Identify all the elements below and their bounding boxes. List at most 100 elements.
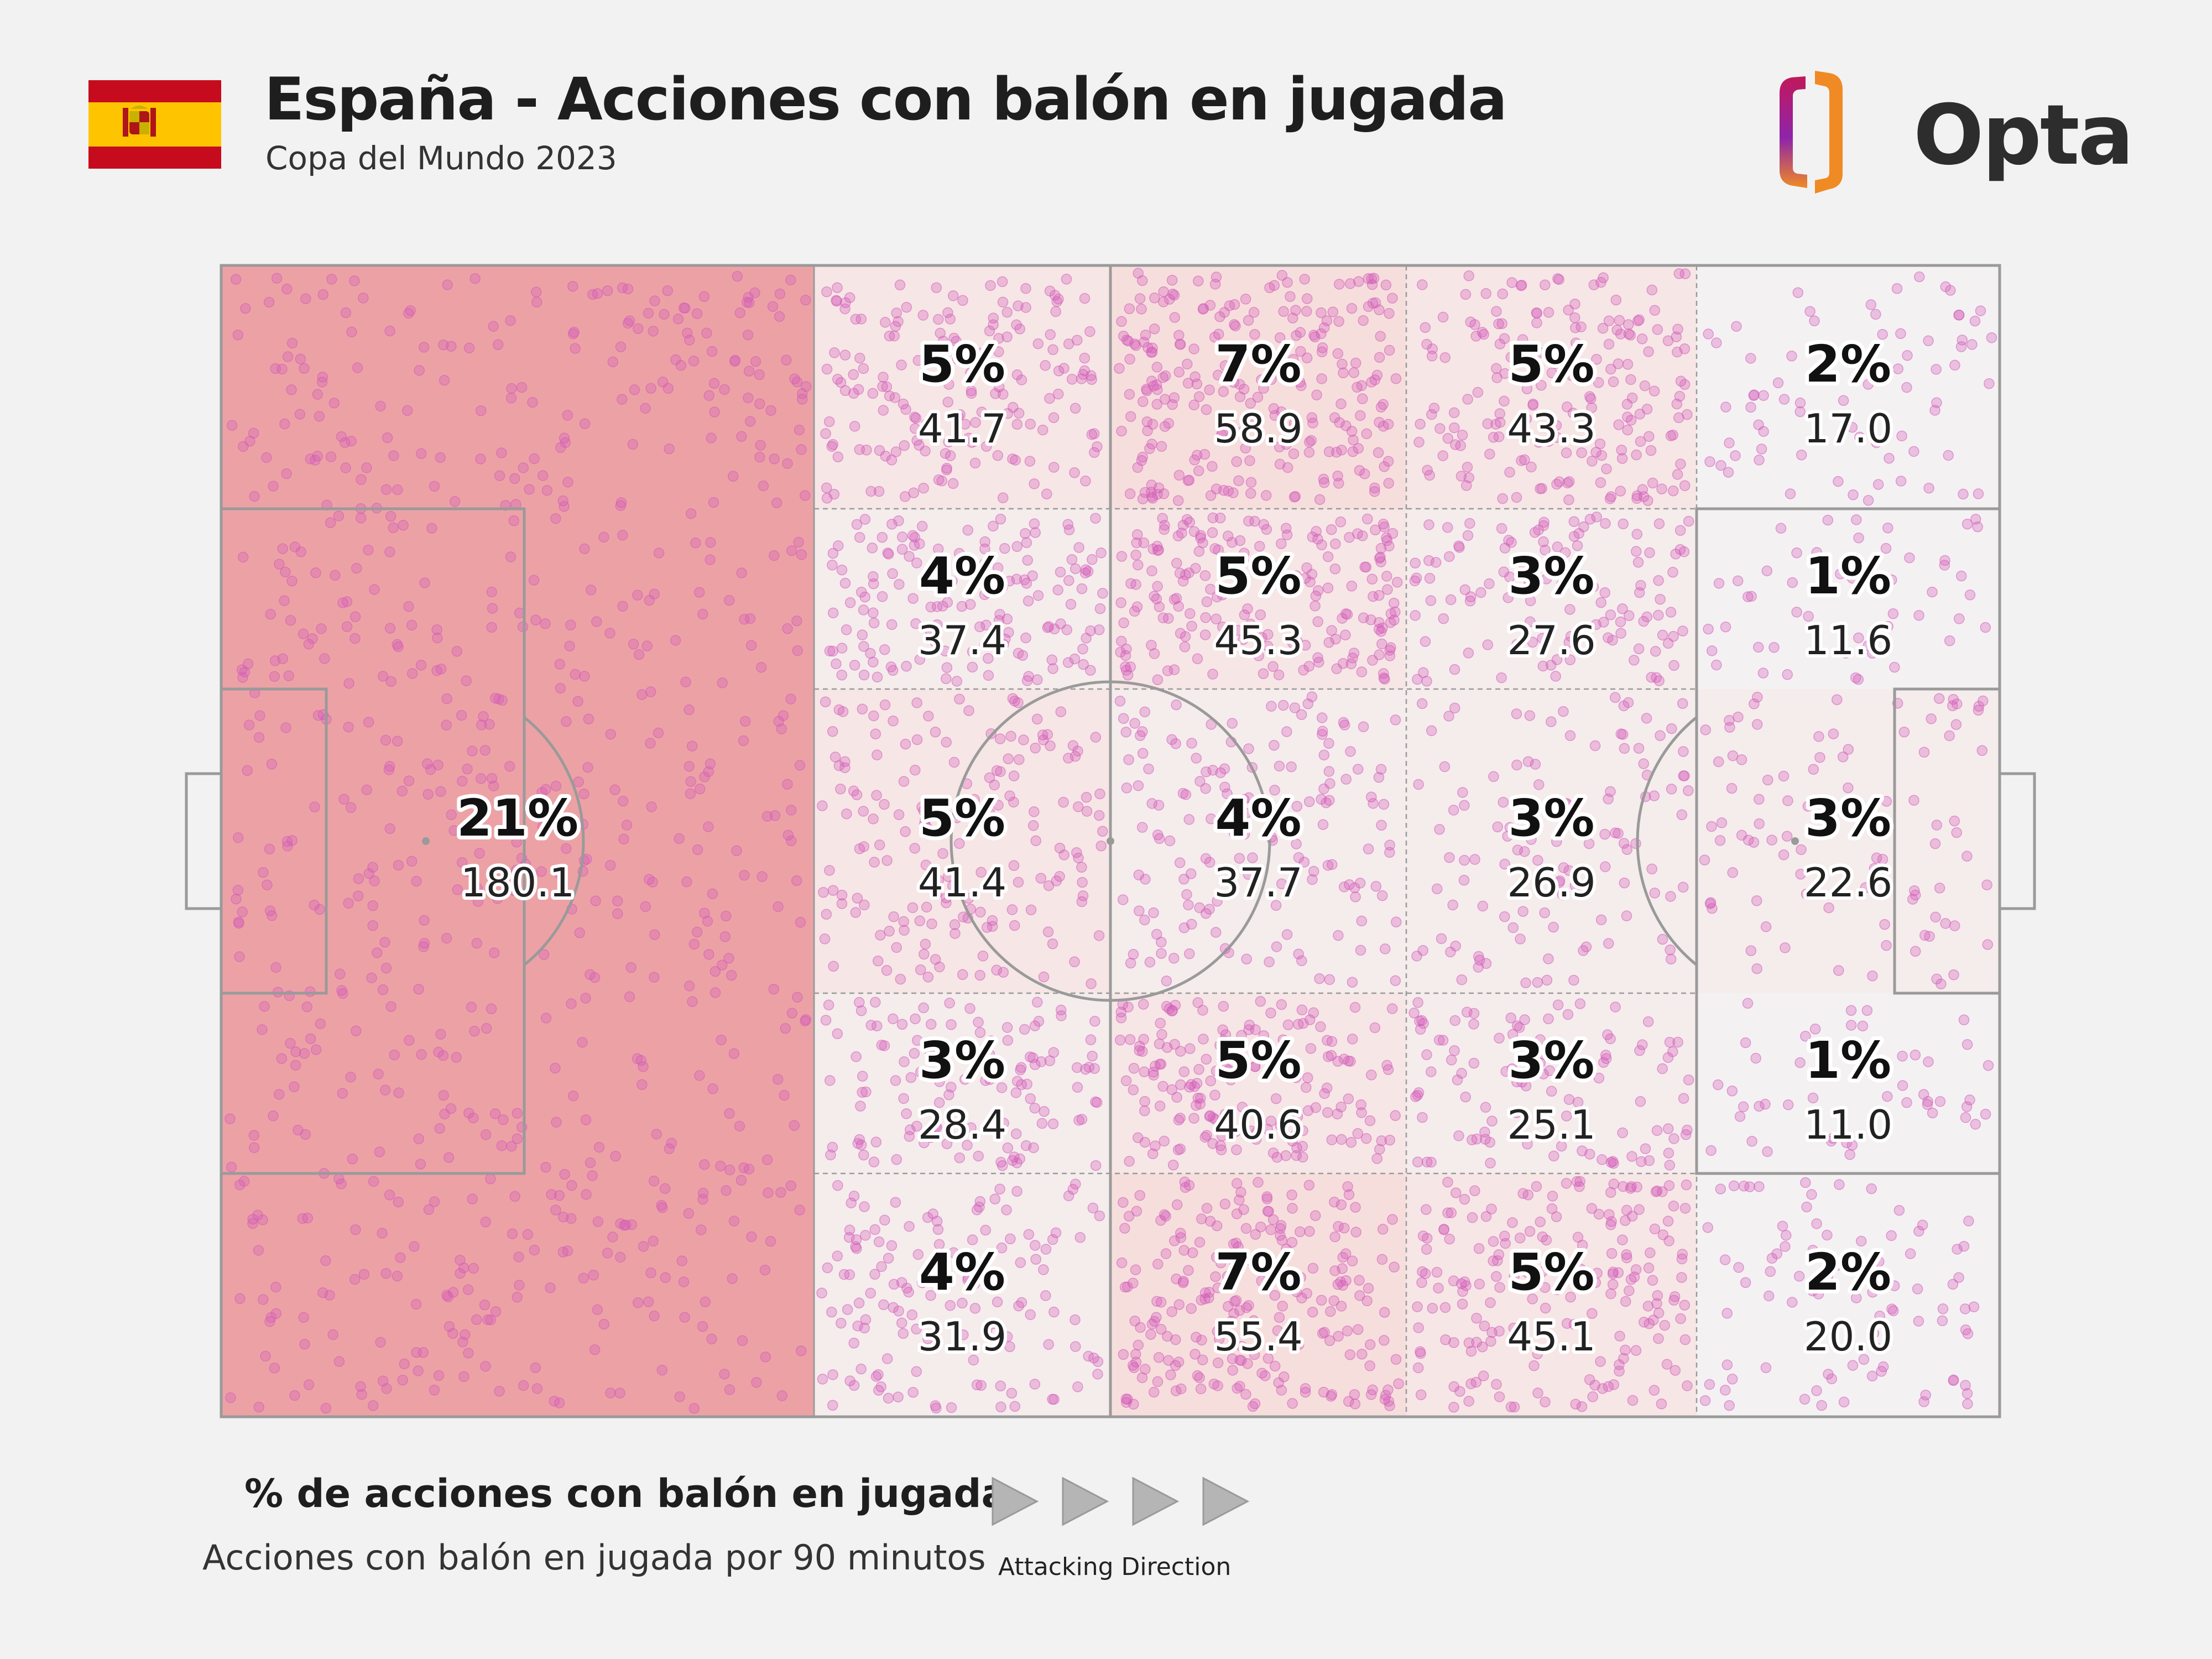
- action-dot: [933, 474, 945, 486]
- action-dot: [849, 660, 860, 671]
- action-dot: [1562, 477, 1573, 489]
- action-dot: [1193, 275, 1204, 286]
- action-dot: [1944, 635, 1955, 646]
- action-dot: [1293, 852, 1305, 863]
- action-dot: [1255, 609, 1266, 620]
- action-dot: [536, 787, 547, 798]
- action-dot: [1149, 293, 1160, 304]
- action-dot: [821, 493, 833, 504]
- action-dot: [1449, 422, 1460, 434]
- action-dot: [1458, 875, 1470, 886]
- action-dot: [375, 400, 386, 412]
- action-dot: [1308, 865, 1319, 877]
- action-dot: [684, 761, 695, 772]
- action-dot: [441, 1290, 452, 1301]
- action-dot: [1527, 637, 1538, 648]
- action-dot: [942, 307, 953, 319]
- action-dot: [1738, 1181, 1750, 1192]
- action-dot: [1961, 518, 1973, 530]
- action-dot: [1154, 1100, 1166, 1112]
- action-dot: [1595, 914, 1607, 926]
- action-dot: [1962, 1398, 1973, 1410]
- zone-percentage: 7%: [1215, 1243, 1301, 1302]
- action-dot: [1185, 868, 1197, 879]
- action-dot: [692, 844, 703, 855]
- action-dot: [1433, 1035, 1445, 1046]
- action-dot: [277, 543, 288, 554]
- action-dot: [870, 1371, 882, 1382]
- action-dot: [1070, 403, 1081, 414]
- action-dot: [1424, 469, 1435, 481]
- action-dot: [1335, 398, 1347, 410]
- action-dot: [1426, 1066, 1437, 1077]
- action-dot: [1984, 378, 1995, 389]
- action-dot: [1317, 1328, 1328, 1339]
- action-dot: [1114, 696, 1126, 707]
- action-dot: [1616, 445, 1627, 456]
- action-dot: [1085, 1034, 1097, 1046]
- action-dot: [993, 382, 1005, 393]
- action-dot: [974, 1201, 985, 1213]
- action-dot: [1588, 279, 1600, 290]
- action-dot: [1679, 268, 1691, 279]
- action-dot: [683, 1208, 695, 1219]
- action-dot: [565, 619, 576, 631]
- action-dot: [1077, 890, 1089, 901]
- action-dot: [435, 452, 446, 463]
- zone-percentage: 3%: [1508, 546, 1594, 606]
- action-dot: [846, 1197, 857, 1209]
- action-dot: [1275, 1120, 1286, 1131]
- action-dot: [429, 1196, 440, 1207]
- action-dot: [1178, 922, 1190, 933]
- action-dot: [681, 876, 692, 888]
- action-dot: [941, 662, 953, 673]
- action-dot: [1122, 1281, 1133, 1292]
- action-dot: [1367, 655, 1378, 666]
- action-dot: [1536, 1108, 1547, 1120]
- action-dot: [1196, 1295, 1207, 1306]
- action-dot: [1152, 1259, 1164, 1270]
- action-dot: [336, 431, 347, 442]
- action-dot: [1897, 1080, 1908, 1091]
- action-dot: [990, 388, 1001, 399]
- action-dot: [1827, 1133, 1838, 1144]
- action-dot: [931, 1402, 942, 1414]
- action-dot: [1889, 661, 1900, 673]
- action-dot: [1390, 1110, 1401, 1121]
- action-dot: [1255, 996, 1266, 1007]
- action-dot: [738, 735, 749, 747]
- action-dot: [340, 307, 352, 319]
- action-dot: [1333, 1331, 1344, 1342]
- action-dot: [754, 398, 765, 409]
- action-dot: [778, 710, 789, 721]
- action-dot: [444, 1321, 455, 1332]
- action-dot: [1519, 846, 1530, 857]
- action-dot: [755, 661, 767, 673]
- action-dot: [1631, 493, 1642, 504]
- action-dot: [367, 862, 378, 873]
- action-dot: [1153, 800, 1165, 811]
- action-dot: [1845, 1005, 1857, 1016]
- action-dot: [1203, 1287, 1215, 1298]
- action-dot: [887, 568, 898, 580]
- action-dot: [481, 1022, 492, 1034]
- action-dot: [894, 279, 906, 291]
- action-dot: [643, 1296, 654, 1307]
- action-dot: [503, 802, 515, 813]
- action-dot: [966, 385, 977, 397]
- action-dot: [1072, 1082, 1083, 1093]
- action-dot: [651, 1129, 662, 1140]
- action-dot: [1683, 785, 1694, 796]
- action-dot: [1234, 1194, 1245, 1206]
- action-dot: [505, 393, 517, 404]
- action-dot: [744, 416, 756, 427]
- action-dot: [1605, 1187, 1616, 1198]
- action-dot: [1624, 1285, 1635, 1296]
- action-dot: [573, 776, 584, 787]
- action-dot: [1621, 1252, 1632, 1264]
- action-dot: [912, 1249, 924, 1260]
- zone-per90-value: 43.3: [1507, 405, 1595, 452]
- action-dot: [838, 1269, 850, 1280]
- action-dot: [486, 586, 497, 598]
- action-dot: [377, 1228, 388, 1239]
